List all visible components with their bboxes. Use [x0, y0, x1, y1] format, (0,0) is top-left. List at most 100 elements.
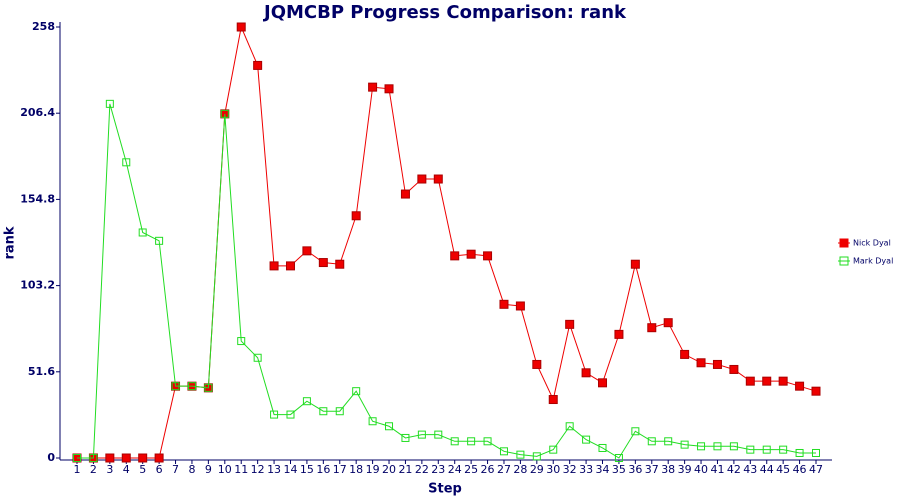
x-tick-label: 2	[90, 463, 97, 476]
data-point	[549, 445, 558, 454]
x-tick-label: 44	[760, 463, 774, 476]
data-point	[713, 442, 722, 451]
data-point	[121, 453, 131, 463]
x-tick-label: 35	[612, 463, 626, 476]
data-point	[466, 249, 476, 259]
data-point	[154, 453, 164, 463]
x-tick-label: 29	[530, 463, 544, 476]
x-tick-label: 26	[481, 463, 495, 476]
data-point	[335, 259, 345, 269]
x-tick-label: 19	[366, 463, 380, 476]
data-point	[499, 299, 509, 309]
data-point	[697, 442, 706, 451]
data-point	[417, 174, 427, 184]
data-point	[105, 453, 115, 463]
x-tick-label: 34	[596, 463, 610, 476]
data-point	[467, 437, 476, 446]
data-point	[352, 387, 361, 396]
x-tick-label: 37	[645, 463, 659, 476]
series-line	[77, 103, 816, 459]
x-tick-label: 18	[349, 463, 363, 476]
data-point	[499, 447, 508, 456]
legend-label: Nick Dyal	[853, 239, 891, 248]
data-point	[483, 437, 492, 446]
series-line	[77, 25, 817, 459]
data-point	[368, 82, 378, 92]
y-tick-label: 0	[47, 451, 55, 464]
data-point	[155, 236, 164, 245]
data-point	[89, 454, 98, 462]
data-point	[762, 376, 772, 386]
x-tick-label: 47	[809, 463, 823, 476]
data-point	[515, 301, 525, 311]
data-point	[385, 422, 394, 431]
data-point	[417, 430, 426, 439]
data-point	[302, 397, 311, 406]
data-point	[253, 60, 263, 70]
x-tick-label: 1	[74, 463, 81, 476]
data-point	[581, 368, 591, 378]
x-tick-label: 14	[283, 463, 297, 476]
data-point	[401, 433, 410, 442]
data-point	[795, 448, 804, 457]
y-tick-label: 258	[32, 20, 55, 33]
data-point	[187, 382, 196, 391]
x-tick-label: 39	[678, 463, 692, 476]
x-tick-label: 36	[628, 463, 642, 476]
x-tick-label: 45	[776, 463, 790, 476]
data-point	[434, 430, 443, 439]
x-tick-label: 28	[513, 463, 527, 476]
data-point	[598, 378, 608, 388]
x-tick-label: 42	[727, 463, 741, 476]
x-tick-label: 16	[316, 463, 330, 476]
data-point	[433, 174, 443, 184]
data-point	[204, 383, 213, 392]
data-point	[220, 109, 229, 118]
legend-label: Mark Dyal	[853, 257, 893, 266]
data-point	[138, 453, 148, 463]
data-point	[729, 364, 739, 374]
x-tick-label: 3	[106, 463, 113, 476]
x-tick-label: 38	[661, 463, 675, 476]
data-point	[318, 258, 328, 268]
data-point	[122, 158, 131, 167]
x-tick-label: 7	[172, 463, 179, 476]
x-tick-label: 17	[333, 463, 347, 476]
x-tick-label: 41	[710, 463, 724, 476]
data-point	[450, 251, 460, 261]
x-tick-label: 4	[123, 463, 130, 476]
data-point	[680, 349, 690, 359]
data-point	[762, 445, 771, 454]
data-point	[631, 427, 640, 436]
data-point	[384, 84, 394, 94]
x-tick-label: 8	[188, 463, 195, 476]
y-axis-label: rank	[3, 226, 18, 259]
data-point	[319, 407, 328, 416]
data-point	[779, 445, 788, 454]
x-tick-label: 12	[251, 463, 265, 476]
data-point	[351, 211, 361, 221]
x-tick-label: 22	[415, 463, 429, 476]
x-tick-label: 27	[497, 463, 511, 476]
data-point	[712, 359, 722, 369]
data-point	[565, 422, 574, 431]
data-point	[105, 99, 114, 108]
chart-title: JQMCBP Progress Comparison: rank	[262, 2, 627, 23]
data-point	[696, 358, 706, 368]
x-tick-label: 30	[546, 463, 560, 476]
data-point	[745, 376, 755, 386]
x-tick-label: 43	[743, 463, 757, 476]
data-point	[811, 386, 821, 396]
x-tick-label: 5	[139, 463, 146, 476]
data-point	[171, 382, 180, 391]
x-tick-label: 6	[156, 463, 163, 476]
data-point	[73, 454, 81, 462]
data-point	[729, 442, 738, 451]
data-point	[269, 261, 279, 271]
data-point	[335, 407, 344, 416]
x-tick-label: 9	[205, 463, 212, 476]
data-point	[532, 359, 542, 369]
data-point	[302, 246, 312, 256]
x-tick-label: 40	[694, 463, 708, 476]
data-point	[795, 381, 805, 391]
